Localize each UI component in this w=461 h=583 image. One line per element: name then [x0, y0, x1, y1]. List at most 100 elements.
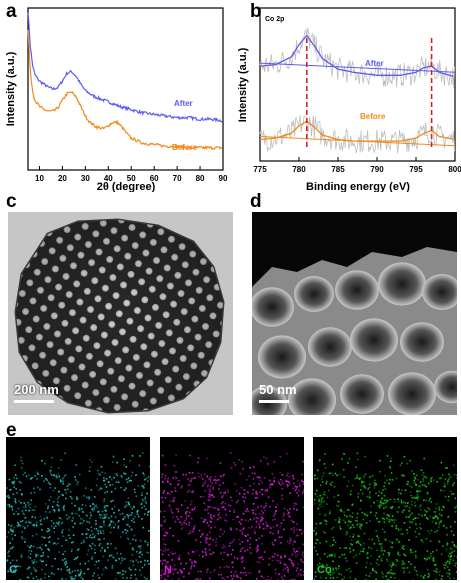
signal-pixel [345, 560, 348, 562]
x-tick-label: 30 [81, 174, 90, 183]
signal-pixel [51, 525, 53, 528]
signal-pixel [187, 533, 190, 535]
signal-pixel [408, 516, 410, 518]
signal-pixel [171, 500, 174, 503]
scale-bar [259, 400, 289, 403]
signal-pixel [164, 534, 166, 536]
signal-pixel [367, 557, 369, 559]
signal-pixel [169, 500, 171, 503]
signal-pixel [37, 486, 39, 489]
signal-pixel [451, 541, 454, 544]
signal-pixel [57, 537, 60, 540]
signal-pixel [221, 506, 223, 509]
signal-pixel [330, 528, 333, 530]
signal-pixel [20, 459, 23, 462]
signal-pixel [166, 493, 169, 495]
signal-pixel [146, 514, 149, 516]
signal-pixel [71, 519, 73, 522]
signal-pixel [339, 528, 342, 530]
signal-pixel [229, 542, 232, 545]
signal-pixel [194, 561, 196, 563]
signal-pixel [27, 545, 29, 547]
signal-pixel [123, 472, 125, 474]
signal-pixel [200, 570, 202, 573]
signal-pixel [204, 509, 207, 511]
signal-pixel [401, 489, 403, 491]
signal-pixel [27, 501, 29, 504]
signal-pixel [386, 479, 388, 481]
signal-pixel [397, 528, 400, 530]
signal-pixel [218, 479, 220, 481]
signal-pixel [270, 483, 272, 486]
signal-pixel [380, 559, 383, 562]
signal-pixel [184, 520, 186, 522]
signal-pixel [374, 482, 377, 485]
signal-pixel [275, 506, 277, 508]
signal-pixel [20, 466, 23, 469]
signal-pixel [337, 567, 340, 570]
signal-pixel [47, 537, 50, 539]
signal-pixel [383, 518, 385, 521]
signal-pixel [361, 492, 364, 495]
signal-pixel [345, 569, 348, 571]
signal-pixel [76, 483, 79, 486]
signal-pixel [432, 560, 435, 562]
signal-pixel [313, 529, 315, 532]
signal-pixel [52, 489, 55, 492]
signal-pixel [361, 480, 363, 483]
signal-pixel [261, 513, 264, 516]
signal-pixel [212, 506, 214, 509]
signal-pixel [296, 492, 298, 494]
signal-pixel [393, 572, 396, 575]
signal-pixel [249, 546, 251, 549]
signal-pixel [216, 518, 219, 521]
signal-pixel [351, 484, 354, 487]
signal-pixel [109, 523, 111, 526]
signal-pixel [55, 475, 57, 478]
signal-pixel [290, 560, 293, 562]
signal-pixel [349, 535, 351, 538]
signal-pixel [321, 566, 323, 569]
signal-pixel [442, 545, 444, 547]
signal-pixel [119, 513, 121, 516]
signal-pixel [35, 525, 38, 527]
series-label-after: After [174, 99, 193, 108]
signal-pixel [169, 483, 171, 485]
signal-pixel [325, 577, 328, 579]
signal-pixel [303, 574, 304, 576]
signal-pixel [424, 509, 426, 511]
signal-pixel [267, 579, 270, 580]
raw-spectrum-before [259, 115, 456, 154]
signal-pixel [400, 499, 403, 501]
signal-pixel [380, 549, 382, 552]
signal-pixel [20, 456, 22, 459]
signal-pixel [288, 542, 291, 544]
signal-pixel [37, 473, 39, 475]
signal-pixel [255, 550, 258, 553]
signal-pixel [292, 547, 295, 550]
signal-pixel [215, 544, 217, 547]
signal-pixel [163, 534, 165, 537]
signal-pixel [53, 531, 56, 533]
signal-pixel [65, 560, 67, 563]
signal-pixel [209, 493, 211, 495]
signal-pixel [272, 532, 274, 535]
signal-pixel [256, 546, 259, 548]
signal-pixel [358, 478, 361, 480]
signal-pixel [267, 496, 270, 498]
signal-pixel [390, 507, 392, 509]
signal-pixel [329, 577, 332, 579]
signal-pixel [295, 555, 297, 557]
signal-pixel [140, 574, 143, 576]
signal-pixel [257, 549, 259, 552]
signal-pixel [289, 539, 292, 542]
signal-pixel [191, 561, 193, 563]
signal-pixel [251, 492, 254, 495]
signal-pixel [329, 512, 331, 515]
signal-pixel [373, 482, 376, 484]
signal-pixel [28, 550, 30, 552]
signal-pixel [114, 523, 117, 526]
signal-pixel [65, 514, 68, 516]
signal-pixel [363, 532, 366, 535]
signal-pixel [60, 480, 62, 483]
